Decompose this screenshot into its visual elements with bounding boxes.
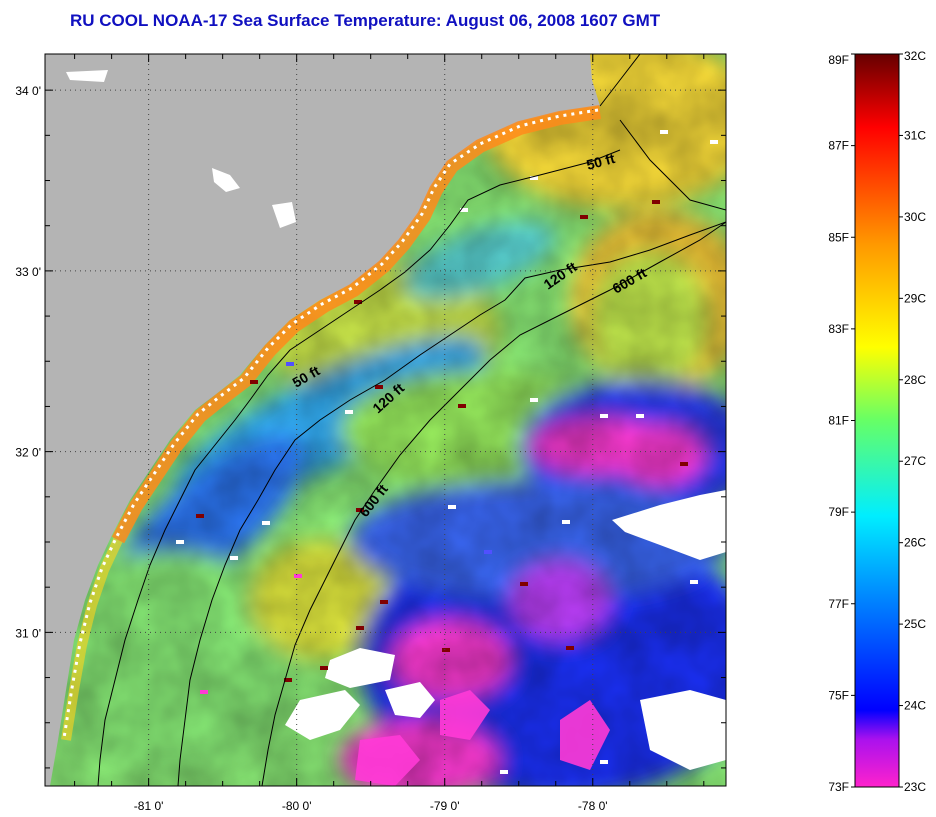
land-mass xyxy=(45,54,600,786)
colorbar-f-label: 75F xyxy=(828,688,849,702)
map-frame xyxy=(44,53,727,787)
colorbar-gradient xyxy=(854,53,900,788)
lat-tick-label: 31 0' xyxy=(15,626,41,640)
colorbar-f-label: 79F xyxy=(828,505,849,519)
lon-tick-label: -81 0' xyxy=(134,799,164,813)
isobath-600ft xyxy=(261,221,726,786)
lat-tick-label: 32 0' xyxy=(15,446,41,460)
colorbar-c-label: 25C xyxy=(904,617,926,631)
colorbar-c-label: 26C xyxy=(904,536,926,550)
colorbar-f-label: 83F xyxy=(828,322,849,336)
cloud-mask xyxy=(66,70,726,770)
lat-tick-label: 34 0' xyxy=(15,84,41,98)
colorbar-c-label: 29C xyxy=(904,291,926,305)
colorbar-c-label: 30C xyxy=(904,210,926,224)
colorbar-f-label: 81F xyxy=(828,414,849,428)
isobath-50ft xyxy=(97,149,621,786)
colorbar-c-label: 24C xyxy=(904,699,926,713)
lon-tick-label: -79 0' xyxy=(430,799,460,813)
lon-tick-label: -78 0' xyxy=(578,799,608,813)
colorbar-c-label: 27C xyxy=(904,454,926,468)
map-title: RU COOL NOAA-17 Sea Surface Temperature:… xyxy=(70,11,661,30)
lat-tick-label: 33 0' xyxy=(15,265,41,279)
graticule xyxy=(45,54,726,786)
colorbar-f-label: 77F xyxy=(828,597,849,611)
colorbar-c-label: 23C xyxy=(904,780,926,794)
colorbar-c-label: 32C xyxy=(904,49,926,63)
noise-marks xyxy=(176,130,718,774)
colorbar-f-label: 87F xyxy=(828,139,849,153)
colorbar-f-label: 85F xyxy=(828,230,849,244)
depth-label-50ft-north: 50 ft xyxy=(585,150,617,173)
sst-field xyxy=(45,54,726,786)
colorbar-c-label: 28C xyxy=(904,373,926,387)
isobath-120ft xyxy=(177,221,726,786)
colorbar-f-label: 73F xyxy=(828,780,849,794)
isobaths xyxy=(97,54,726,786)
colorbar-f-label: 89F xyxy=(828,53,849,67)
lon-tick-label: -80 0' xyxy=(282,799,312,813)
axis-ticks: 34 0' 33 0' 32 0' 31 0' -81 0' -80 0' -79 0' -7… xyxy=(15,54,726,813)
colorbar-c-label: 31C xyxy=(904,128,926,142)
